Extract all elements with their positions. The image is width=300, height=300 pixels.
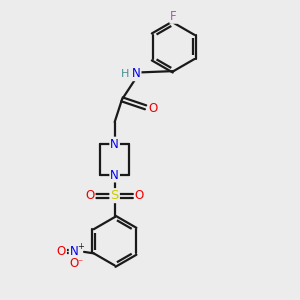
Text: F: F	[170, 10, 177, 23]
Text: +: +	[77, 242, 84, 251]
Text: O: O	[135, 189, 144, 202]
Text: H: H	[122, 69, 130, 79]
Text: ⁻: ⁻	[77, 258, 83, 268]
Text: N: N	[132, 67, 140, 80]
Text: O: O	[57, 245, 66, 258]
Text: N: N	[70, 245, 78, 258]
Text: N: N	[110, 169, 119, 182]
Text: O: O	[148, 102, 158, 115]
Text: O: O	[69, 256, 79, 270]
Text: O: O	[85, 189, 94, 202]
Text: N: N	[110, 138, 119, 151]
Text: S: S	[110, 189, 119, 202]
